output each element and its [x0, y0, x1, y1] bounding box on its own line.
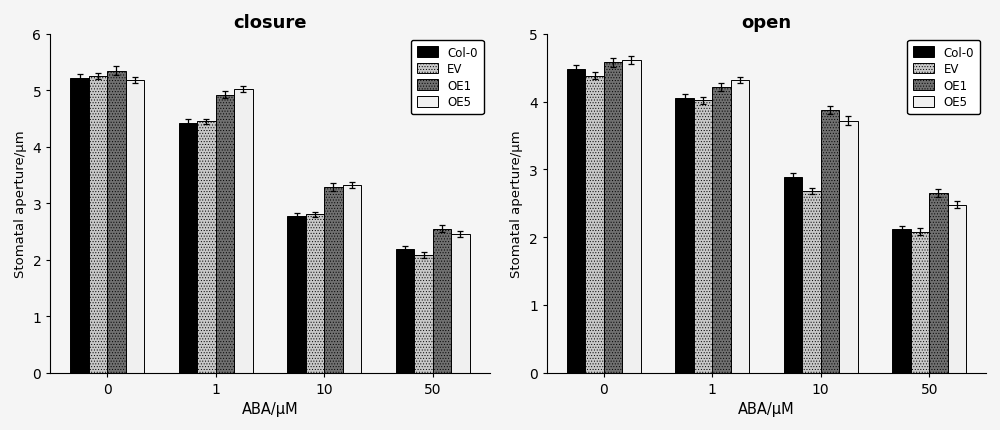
Bar [839, 121, 858, 373]
Bar [197, 122, 216, 373]
Bar [414, 255, 433, 373]
Bar [622, 61, 641, 373]
Bar [433, 229, 451, 373]
Bar [324, 188, 343, 373]
Bar [567, 70, 585, 373]
Bar [604, 63, 622, 373]
Bar [929, 194, 948, 373]
Bar [451, 235, 470, 373]
Legend: Col-0, EV, OE1, OE5: Col-0, EV, OE1, OE5 [411, 41, 484, 115]
Bar [396, 250, 414, 373]
Y-axis label: Stomatal aperture/μm: Stomatal aperture/μm [510, 130, 523, 277]
Bar [306, 215, 324, 373]
Bar [802, 191, 821, 373]
X-axis label: ABA/μM: ABA/μM [738, 401, 795, 416]
Bar [585, 77, 604, 373]
Bar [821, 111, 839, 373]
Bar [107, 71, 126, 373]
Bar [343, 186, 361, 373]
Bar [712, 87, 731, 373]
Bar [911, 232, 929, 373]
Bar [126, 81, 144, 373]
Y-axis label: Stomatal aperture/μm: Stomatal aperture/μm [14, 130, 27, 277]
Bar [892, 229, 911, 373]
Bar [287, 216, 306, 373]
Bar [89, 77, 107, 373]
Bar [234, 90, 253, 373]
Bar [179, 124, 197, 373]
Title: open: open [741, 14, 792, 32]
Bar [694, 101, 712, 373]
Bar [216, 95, 234, 373]
Bar [70, 79, 89, 373]
Bar [731, 81, 749, 373]
Bar [948, 205, 966, 373]
Legend: Col-0, EV, OE1, OE5: Col-0, EV, OE1, OE5 [907, 41, 980, 115]
Bar [784, 178, 802, 373]
Bar [675, 99, 694, 373]
Title: closure: closure [233, 14, 307, 32]
X-axis label: ABA/μM: ABA/μM [242, 401, 298, 416]
